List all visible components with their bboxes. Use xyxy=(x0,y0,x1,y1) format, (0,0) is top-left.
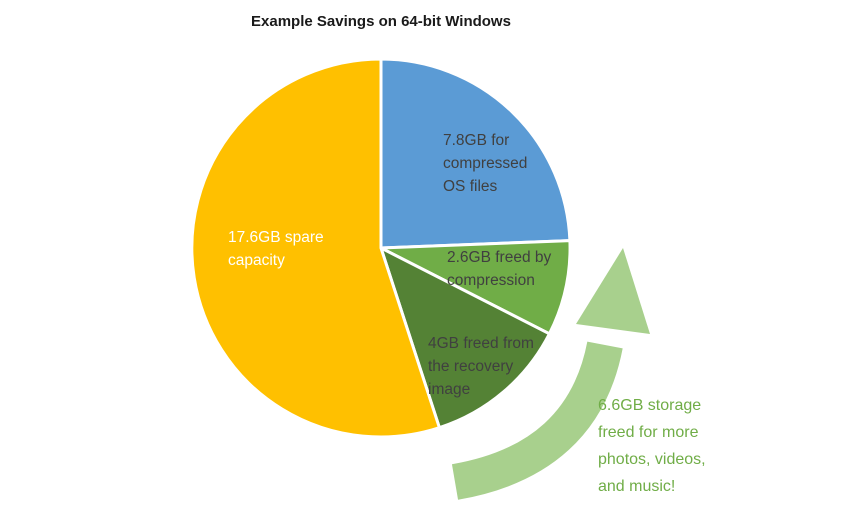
chart-title: Example Savings on 64-bit Windows xyxy=(251,13,511,30)
annotation-line: photos, videos, xyxy=(598,451,706,468)
label-line: the recovery xyxy=(428,358,514,375)
pie-slice-freed-from-recovery-image xyxy=(379,246,551,430)
pie-wedges xyxy=(190,57,572,439)
label-line: 7.8GB for xyxy=(443,132,510,149)
curved-arrow-head-icon xyxy=(576,248,650,334)
label-line: 2.6GB freed by xyxy=(447,249,552,266)
freed-storage-arrow xyxy=(451,248,650,500)
label-line: OS files xyxy=(443,178,498,195)
label-line: 17.6GB spare xyxy=(228,229,324,246)
annotation-line: and music! xyxy=(598,478,676,495)
label-line: compressed xyxy=(443,155,528,172)
label-line: capacity xyxy=(228,252,285,269)
label-line: 4GB freed from xyxy=(428,335,534,352)
label-line: image xyxy=(428,381,471,398)
label-line: compression xyxy=(447,272,535,289)
slice-label-compressed-os-files: 7.8GB for compressed OS files xyxy=(443,129,527,198)
pie-slice-freed-by-compression xyxy=(379,239,572,336)
curved-arrow-tail xyxy=(451,341,623,500)
annotation-freed-storage: 6.6GB storage freed for more photos, vid… xyxy=(598,392,706,500)
slice-label-freed-from-recovery-image: 4GB freed from the recovery image xyxy=(428,332,534,401)
pie-slice-spare-capacity xyxy=(190,57,441,439)
slice-label-spare-capacity: 17.6GB spare capacity xyxy=(228,226,324,272)
annotation-line: freed for more xyxy=(598,424,699,441)
slice-label-freed-by-compression: 2.6GB freed by compression xyxy=(447,246,551,292)
annotation-line: 6.6GB storage xyxy=(598,397,702,414)
pie-slice-compressed-os-files xyxy=(379,57,572,250)
